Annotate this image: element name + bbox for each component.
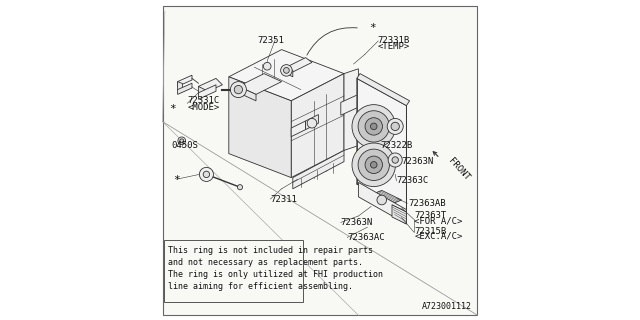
Circle shape bbox=[180, 139, 184, 143]
Text: 72351: 72351 bbox=[258, 36, 284, 44]
Text: *: * bbox=[169, 104, 176, 115]
Circle shape bbox=[178, 137, 186, 145]
Polygon shape bbox=[392, 205, 406, 224]
Circle shape bbox=[264, 62, 271, 70]
Polygon shape bbox=[358, 182, 406, 224]
Text: 72363N: 72363N bbox=[402, 157, 434, 166]
Polygon shape bbox=[198, 78, 223, 93]
Circle shape bbox=[352, 105, 396, 148]
Polygon shape bbox=[340, 94, 358, 115]
Polygon shape bbox=[287, 67, 292, 77]
Text: 72363N: 72363N bbox=[340, 218, 373, 227]
Text: 72331B: 72331B bbox=[378, 36, 410, 44]
Text: <FOR A/C>: <FOR A/C> bbox=[415, 217, 463, 226]
Text: FRONT: FRONT bbox=[447, 156, 471, 182]
Circle shape bbox=[377, 195, 387, 205]
Text: This ring is not included in repair parts
and not necessary as replacement parts: This ring is not included in repair part… bbox=[168, 246, 383, 291]
Text: <EXC.A/C>: <EXC.A/C> bbox=[415, 232, 463, 241]
Polygon shape bbox=[357, 74, 410, 106]
Polygon shape bbox=[374, 190, 402, 203]
Circle shape bbox=[358, 111, 389, 142]
Text: A723001112: A723001112 bbox=[422, 302, 472, 311]
Text: 72311: 72311 bbox=[270, 195, 297, 204]
Circle shape bbox=[280, 65, 292, 76]
Circle shape bbox=[237, 185, 243, 190]
Circle shape bbox=[388, 153, 403, 167]
Text: 72363AC: 72363AC bbox=[347, 233, 385, 242]
Polygon shape bbox=[306, 115, 319, 130]
Polygon shape bbox=[178, 82, 182, 92]
Circle shape bbox=[365, 156, 383, 173]
Text: 72363T: 72363T bbox=[415, 212, 447, 220]
Text: <MODE>: <MODE> bbox=[187, 103, 220, 112]
Text: <TEMP>: <TEMP> bbox=[378, 42, 410, 51]
Polygon shape bbox=[239, 74, 282, 94]
Text: 72315B: 72315B bbox=[415, 227, 447, 236]
Text: *: * bbox=[173, 175, 180, 185]
Circle shape bbox=[204, 171, 210, 178]
Text: 72331C: 72331C bbox=[187, 96, 220, 105]
Circle shape bbox=[230, 82, 246, 98]
Circle shape bbox=[234, 85, 243, 94]
Text: 72363AB: 72363AB bbox=[408, 199, 445, 208]
Polygon shape bbox=[287, 58, 312, 72]
Polygon shape bbox=[239, 86, 256, 101]
Circle shape bbox=[352, 143, 396, 187]
Circle shape bbox=[307, 118, 317, 128]
Polygon shape bbox=[291, 121, 306, 137]
Circle shape bbox=[200, 167, 214, 181]
Text: *: * bbox=[370, 23, 376, 33]
Circle shape bbox=[358, 149, 389, 180]
Polygon shape bbox=[357, 78, 406, 211]
Text: 72363C: 72363C bbox=[397, 176, 429, 185]
Circle shape bbox=[371, 123, 377, 130]
Polygon shape bbox=[229, 77, 291, 178]
Circle shape bbox=[284, 68, 289, 73]
Circle shape bbox=[392, 157, 398, 163]
Circle shape bbox=[371, 162, 377, 168]
Polygon shape bbox=[178, 83, 192, 94]
Circle shape bbox=[387, 118, 403, 134]
Polygon shape bbox=[198, 85, 216, 99]
Text: 0450S: 0450S bbox=[172, 141, 198, 150]
Polygon shape bbox=[291, 74, 344, 178]
Polygon shape bbox=[344, 69, 358, 150]
Circle shape bbox=[391, 122, 399, 131]
Polygon shape bbox=[198, 86, 205, 96]
Polygon shape bbox=[292, 150, 344, 189]
Text: 72322B: 72322B bbox=[381, 141, 413, 150]
Circle shape bbox=[365, 118, 383, 135]
Polygon shape bbox=[229, 50, 344, 101]
Polygon shape bbox=[178, 75, 192, 86]
Bar bbox=[164, 240, 303, 302]
